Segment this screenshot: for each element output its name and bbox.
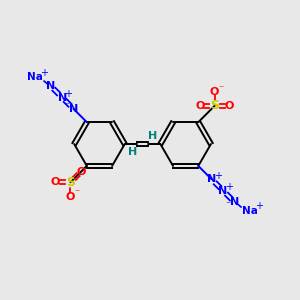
Text: O: O xyxy=(76,167,86,177)
Text: ⁻: ⁻ xyxy=(225,200,230,210)
Text: N: N xyxy=(218,186,228,196)
Text: N: N xyxy=(69,104,78,114)
Text: O: O xyxy=(66,191,75,202)
Text: N: N xyxy=(230,197,239,207)
Text: O: O xyxy=(51,177,60,187)
Text: Na: Na xyxy=(242,206,258,216)
Text: Na: Na xyxy=(28,72,43,82)
Text: N: N xyxy=(46,81,56,91)
Text: H: H xyxy=(128,147,137,158)
Text: +: + xyxy=(64,89,72,99)
Text: +: + xyxy=(225,182,233,192)
Text: O: O xyxy=(224,101,234,111)
Text: H: H xyxy=(148,131,157,141)
Text: ⁻: ⁻ xyxy=(64,101,70,111)
Text: +: + xyxy=(214,171,222,181)
Text: S: S xyxy=(210,99,219,112)
Text: O: O xyxy=(210,87,219,97)
Text: ⁻: ⁻ xyxy=(74,189,79,199)
Text: S: S xyxy=(66,176,75,189)
Text: N: N xyxy=(58,92,67,103)
Text: N: N xyxy=(207,174,216,184)
Text: +: + xyxy=(40,68,48,78)
Text: O: O xyxy=(196,101,205,111)
Text: +: + xyxy=(255,201,262,212)
Text: ⁻: ⁻ xyxy=(219,85,224,94)
